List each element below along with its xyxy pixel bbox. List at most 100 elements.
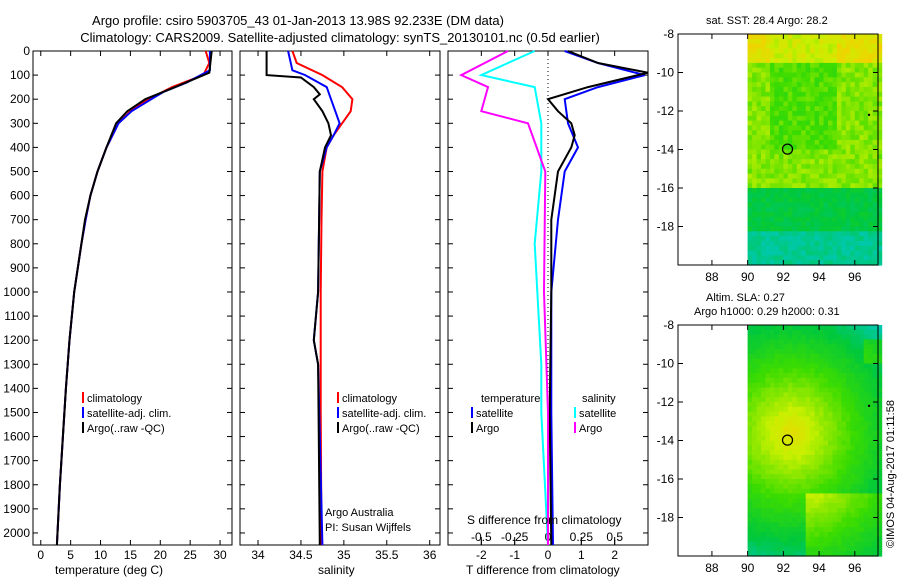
map-cell: [805, 202, 811, 208]
map-cell: [747, 493, 753, 499]
map-cell: [854, 38, 860, 45]
map-cell: [752, 240, 758, 247]
map-cell: [752, 517, 758, 523]
map-cell: [828, 48, 834, 54]
map-cell: [792, 522, 798, 528]
map-cell: [770, 53, 776, 59]
map-cell: [819, 483, 825, 490]
map-cell: [872, 464, 878, 470]
map-cell: [868, 339, 874, 345]
map-cell: [872, 440, 878, 446]
map-cell: [877, 53, 883, 59]
map-cell: [770, 231, 776, 237]
map-cell: [756, 111, 762, 117]
map-cell: [761, 178, 767, 184]
map-cell: [819, 178, 825, 184]
map-cell: [756, 377, 762, 384]
map-cell: [872, 226, 878, 232]
map-cell: [805, 382, 811, 389]
map-cell: [859, 144, 865, 151]
map-cell: [814, 115, 820, 122]
map-cell: [783, 349, 789, 355]
map-cell: [854, 260, 860, 266]
y-tick-label: 1900: [3, 502, 30, 516]
map-cell: [805, 363, 811, 369]
map-cell: [845, 382, 851, 389]
map-cell: [778, 344, 784, 350]
map-cell: [787, 474, 793, 480]
map-cell: [801, 236, 807, 242]
map-cell: [823, 178, 829, 184]
map-cell: [756, 115, 762, 122]
map-cell: [828, 541, 834, 547]
map-cell: [801, 531, 807, 538]
map-cell: [796, 402, 802, 408]
map-cell: [774, 38, 780, 45]
map-cell: [823, 435, 829, 442]
map-cell: [872, 527, 878, 533]
map-cell: [872, 111, 878, 117]
map-cell: [877, 82, 883, 88]
map-cell: [787, 488, 793, 494]
map-cell: [770, 392, 776, 398]
map-cell: [814, 43, 820, 49]
map-cell: [756, 48, 762, 54]
map-cell: [796, 426, 802, 432]
map-cell: [877, 58, 883, 64]
map-cell: [810, 474, 816, 480]
map-cell: [770, 416, 776, 422]
map-cell: [778, 488, 784, 494]
map-cell: [765, 397, 771, 403]
map-cell: [850, 82, 856, 88]
map-cell: [801, 445, 807, 451]
map-cell: [850, 101, 856, 107]
map-cell: [828, 459, 834, 466]
map-cell: [783, 493, 789, 499]
map-cell: [854, 416, 860, 422]
map-cell: [747, 373, 753, 379]
map-cell: [823, 368, 829, 374]
map-cell: [752, 91, 758, 98]
map-cell: [823, 188, 829, 194]
map-cell: [828, 67, 834, 74]
map-cell: [836, 430, 842, 437]
map-cell: [823, 236, 829, 242]
map-cell: [778, 212, 784, 218]
map-cell: [796, 329, 802, 336]
map-cell: [752, 245, 758, 252]
map-cell: [801, 159, 807, 165]
map-cell: [863, 363, 869, 369]
map-cell: [761, 38, 767, 45]
map-cell: [783, 91, 789, 98]
map-cell: [752, 546, 758, 552]
map-cell: [872, 512, 878, 519]
map-cell: [859, 245, 865, 252]
map-cell: [832, 168, 838, 175]
map-cell: [872, 173, 878, 179]
map-cell: [805, 551, 811, 557]
map-cell: [770, 464, 776, 470]
map-cell: [854, 212, 860, 218]
map-cell: [792, 373, 798, 379]
map-cell: [863, 483, 869, 490]
map-cell: [832, 86, 838, 93]
map-cell: [783, 125, 789, 131]
map-cell: [747, 236, 753, 242]
map-cell: [778, 125, 784, 131]
map-cell: [872, 207, 878, 213]
map-cell: [854, 178, 860, 184]
map-cell: [863, 459, 869, 466]
map-cell: [819, 163, 825, 170]
legend-item: satellite-adj. clim.: [342, 408, 426, 420]
map-cell: [796, 96, 802, 102]
map-cell: [747, 207, 753, 213]
map-cell: [841, 255, 847, 261]
map-cell: [792, 34, 798, 40]
map-cell: [823, 445, 829, 451]
map-cell: [819, 382, 825, 389]
map-cell: [765, 507, 771, 514]
map-cell: [836, 512, 842, 519]
map-cell: [761, 67, 767, 74]
map-cell: [765, 120, 771, 126]
map-cell: [823, 67, 829, 74]
